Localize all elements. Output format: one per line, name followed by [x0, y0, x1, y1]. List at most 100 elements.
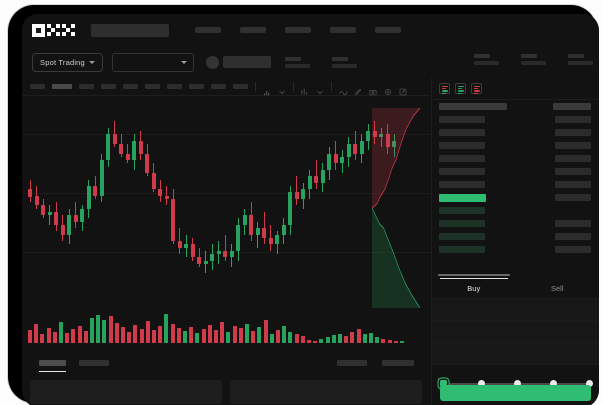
bottom-action-2[interactable]: [382, 360, 414, 366]
amount-percent-slider[interactable]: [440, 379, 593, 389]
orderbook-scrollbar[interactable]: [438, 274, 510, 276]
orderbook-ask-row[interactable]: [439, 155, 485, 162]
slider-step-50[interactable]: [513, 380, 521, 387]
orderbook-ask-row[interactable]: [439, 116, 485, 123]
orderbook-size-row[interactable]: [555, 246, 591, 253]
stat-item: [474, 54, 499, 65]
volume-bar: [387, 340, 392, 343]
orderbook-ask-row[interactable]: [439, 103, 507, 110]
market-subbar: Spot Trading: [22, 46, 599, 78]
slider-step-100[interactable]: [585, 380, 593, 387]
volume-bar: [139, 328, 144, 343]
bottom-tab-1[interactable]: [39, 360, 66, 366]
timeframe-button-8[interactable]: [189, 84, 204, 89]
bottom-action-1[interactable]: [337, 360, 367, 366]
compare-icon[interactable]: [301, 83, 309, 94]
pair-select-dropdown[interactable]: [111, 52, 194, 72]
order-field-price[interactable]: [432, 299, 599, 321]
chart-toolbar: [22, 78, 430, 96]
orderbook-size-row[interactable]: [555, 155, 591, 162]
orderbook-size-row[interactable]: [555, 168, 591, 175]
orderbook-current-price-row: [439, 194, 486, 202]
order-field-total[interactable]: [432, 343, 599, 365]
timeframe-button-9[interactable]: [211, 84, 226, 89]
place-order-button[interactable]: [440, 385, 591, 401]
slider-step-25[interactable]: [477, 380, 485, 387]
orderbook-size-row[interactable]: [555, 181, 591, 188]
orderbook-size-row[interactable]: [555, 116, 591, 123]
tab-sell[interactable]: Sell: [550, 284, 564, 293]
timeframe-button-2[interactable]: [52, 84, 72, 89]
volume-bar: [164, 313, 169, 343]
volume-bar: [207, 324, 212, 343]
chevron-down-icon[interactable]: [278, 83, 286, 94]
volume-bar: [251, 330, 256, 343]
search-input[interactable]: [91, 23, 169, 37]
slider-step-75[interactable]: [550, 380, 558, 387]
indicator-icon[interactable]: [263, 83, 271, 95]
fullscreen-icon[interactable]: [399, 83, 407, 95]
price-chart-panel[interactable]: [22, 96, 430, 354]
volume-bar: [195, 332, 200, 343]
okx-logo[interactable]: [32, 23, 75, 37]
volume-bar: [83, 330, 88, 343]
settings-gear-icon[interactable]: [384, 83, 392, 95]
volume-bar: [282, 325, 287, 343]
nav-item-5[interactable]: [375, 27, 401, 33]
tab-buy[interactable]: Buy: [432, 278, 516, 298]
volume-bar: [145, 321, 150, 343]
orderbook-bid-row[interactable]: [439, 233, 485, 240]
nav-item-3[interactable]: [285, 27, 311, 33]
orderbook-size-row[interactable]: [553, 103, 591, 110]
bottom-card-1[interactable]: [30, 380, 222, 404]
orderbook-ask-row[interactable]: [439, 129, 485, 136]
volume-bar: [393, 341, 398, 343]
timeframe-button-1[interactable]: [30, 84, 45, 89]
chevron-down-icon[interactable]: [316, 83, 324, 94]
nav-item-1[interactable]: [195, 27, 221, 33]
orderbook-ask-row[interactable]: [439, 142, 485, 149]
volume-bar: [245, 324, 249, 343]
timeframe-button-3[interactable]: [79, 84, 94, 89]
volume-bar: [46, 327, 51, 343]
spot-trading-dropdown[interactable]: Spot Trading: [32, 52, 103, 72]
camera-icon[interactable]: [369, 83, 377, 95]
orderbook-size-row[interactable]: [555, 220, 591, 227]
nav-item-2[interactable]: [240, 27, 266, 33]
timeframe-button-4[interactable]: [101, 84, 116, 89]
order-book-rows[interactable]: [432, 100, 599, 278]
orderbook-ask-row[interactable]: [439, 168, 485, 175]
timeframe-button-10[interactable]: [233, 84, 248, 89]
orderbook-size-row[interactable]: [555, 142, 591, 149]
orderbook-bid-row[interactable]: [439, 220, 485, 227]
bottom-card-2[interactable]: [230, 380, 422, 404]
orderbook-asks-icon[interactable]: [471, 83, 482, 94]
volume-bar: [40, 334, 45, 343]
volume-bar: [59, 322, 63, 343]
timeframe-button-7[interactable]: [167, 84, 182, 89]
orderbook-bids-icon[interactable]: [455, 83, 466, 94]
orderbook-size-row[interactable]: [555, 233, 591, 240]
timeframe-button-5[interactable]: [123, 84, 138, 89]
timeframe-button-6[interactable]: [145, 84, 160, 89]
orderbook-both-icon[interactable]: [439, 83, 450, 94]
orderbook-bid-row[interactable]: [439, 207, 485, 214]
line-style-icon[interactable]: [339, 83, 348, 95]
orderbook-size-row[interactable]: [555, 194, 591, 201]
orderbook-bid-row[interactable]: [439, 246, 485, 253]
volume-bar: [369, 332, 373, 343]
slider-step-0[interactable]: [440, 380, 447, 387]
depth-chart-svg: [372, 108, 420, 308]
stat-value: [474, 61, 499, 65]
bottom-tab-2[interactable]: [79, 360, 109, 366]
orderbook-ask-row[interactable]: [439, 181, 485, 188]
orderbook-size-row[interactable]: [555, 129, 591, 136]
order-field-amount[interactable]: [432, 321, 599, 343]
volume-bar: [381, 339, 386, 343]
volume-bar: [344, 336, 349, 343]
drawing-pencil-icon[interactable]: [354, 83, 362, 95]
market-stats-left: [284, 56, 357, 68]
volume-bar: [319, 339, 324, 343]
nav-item-4[interactable]: [330, 27, 356, 33]
